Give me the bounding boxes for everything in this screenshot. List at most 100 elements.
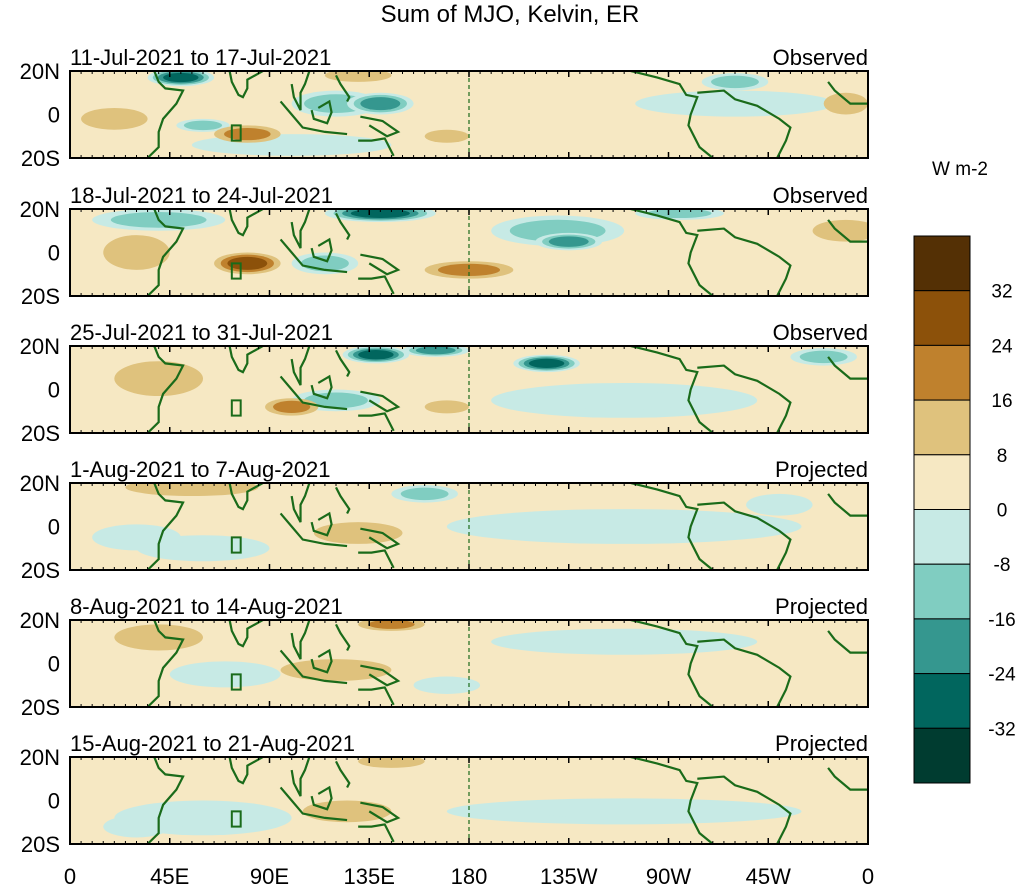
anomaly-contour: [167, 541, 239, 556]
coastline: [827, 81, 868, 105]
coastline: [360, 527, 401, 550]
map-panel: 20N 0 20S 15-Aug-2021 to 21-Aug-2021 Project…: [20, 731, 869, 857]
anomaly-contour: [273, 400, 311, 413]
panel-status: Projected: [775, 731, 868, 756]
anomaly-contour: [168, 74, 194, 81]
coastline: [279, 100, 348, 136]
island-outline: [230, 810, 242, 828]
coastline: [310, 99, 333, 125]
coastline: [146, 209, 185, 296]
coastline: [358, 412, 395, 432]
coastline: [290, 346, 311, 386]
map-panel: 20N 0 20S 18-Jul-2021 to 24-Jul-2021 Observe…: [20, 183, 869, 309]
coastline: [697, 227, 792, 296]
coastline: [630, 757, 714, 844]
colorbar-label: -8: [994, 555, 1011, 576]
x-tick-label: 135W: [540, 864, 598, 889]
coastline: [358, 137, 395, 157]
coastline: [290, 757, 311, 797]
x-tick-label: 0: [862, 864, 874, 889]
panel-date-range: 25-Jul-2021 to 31-Jul-2021: [70, 320, 333, 345]
coastline: [360, 801, 401, 824]
anomaly-contour: [529, 517, 719, 536]
x-tick-label: 45E: [150, 864, 189, 889]
colorbar-swatch: [913, 618, 971, 675]
map-panel: 20N 0 20S 1-Aug-2021 to 7-Aug-2021 Projected: [20, 457, 869, 583]
anomaly-contour: [155, 808, 251, 828]
coastline: [279, 238, 348, 274]
anomaly-contour: [112, 530, 161, 545]
coastline: [630, 346, 714, 433]
coastline: [146, 346, 185, 433]
anomaly-contour: [118, 820, 155, 833]
anomaly-contour: [534, 360, 560, 367]
coastline: [290, 483, 311, 523]
island-outline: [230, 399, 242, 417]
colorbar-swatch: [913, 235, 971, 292]
colorbar-label: -16: [988, 610, 1015, 631]
colorbar-label: 8: [997, 446, 1008, 467]
x-tick-label: 45W: [746, 864, 791, 889]
coastline: [827, 356, 868, 380]
map-panel: 20N 0 20S 25-Jul-2021 to 31-Jul-2021 Observe…: [20, 320, 869, 446]
coastline: [335, 760, 351, 788]
coastline: [827, 767, 868, 791]
panel-status: Projected: [775, 457, 868, 482]
island-outline: [230, 536, 242, 554]
anomaly-contour: [81, 107, 148, 130]
anomaly-contour: [310, 258, 340, 269]
colorbar-swatch: [913, 290, 971, 346]
colorbar-label: 16: [991, 391, 1012, 412]
coastline: [146, 757, 185, 844]
colorbar-label: -24: [988, 665, 1016, 686]
anomaly-contour: [422, 347, 450, 353]
coastline: [228, 346, 264, 374]
coastline: [335, 486, 351, 514]
coastline: [697, 364, 792, 433]
coastline: [697, 638, 792, 707]
anomaly-contour: [227, 256, 268, 270]
coastline: [697, 501, 792, 570]
map-panel: 20N 0 20S 8-Aug-2021 to 14-Aug-2021 Projecte…: [20, 594, 869, 720]
anomaly-contour: [424, 400, 470, 414]
panel-date-range: 11-Jul-2021 to 17-Jul-2021: [70, 45, 331, 70]
x-tick-label: 90E: [250, 864, 289, 889]
y-tick-label: 0: [48, 652, 60, 677]
panel-status: Projected: [775, 594, 868, 619]
anomaly-contour: [313, 522, 403, 544]
coastline: [358, 275, 395, 295]
y-tick-label: 20S: [21, 695, 60, 720]
y-tick-label: 20N: [20, 197, 60, 222]
coastline: [358, 823, 395, 843]
island-outline: [230, 673, 242, 691]
map-panel: 20N 0 20S 11-Jul-2021 to 17-Jul-2021 Observe…: [20, 45, 869, 171]
coastline: [630, 620, 714, 707]
panel-status: Observed: [773, 45, 868, 70]
coastline: [360, 253, 401, 276]
island-outline: [230, 124, 242, 142]
coastline: [630, 483, 714, 570]
anomaly-contour: [114, 361, 204, 397]
colorbar-swatch: [913, 344, 971, 401]
coastline: [335, 74, 351, 102]
x-tick-label: 180: [451, 864, 488, 889]
coastline: [827, 493, 868, 517]
anomaly-contour: [195, 667, 255, 682]
coastline: [228, 209, 264, 237]
colorbar-swatch: [913, 673, 971, 729]
anomaly-contour: [363, 351, 389, 358]
colorbar-swatch: [913, 563, 971, 620]
coastline: [360, 664, 401, 687]
anomaly-contour: [553, 634, 696, 649]
anomaly-contour: [316, 97, 356, 110]
coastline: [310, 785, 333, 811]
coastline: [279, 375, 348, 411]
y-tick-label: 0: [48, 378, 60, 403]
coastline: [358, 549, 395, 569]
y-tick-label: 20S: [21, 558, 60, 583]
coastline: [228, 757, 264, 785]
coastline: [279, 786, 348, 822]
coastline: [630, 71, 714, 158]
coastline: [697, 775, 792, 844]
coastline: [630, 209, 714, 296]
